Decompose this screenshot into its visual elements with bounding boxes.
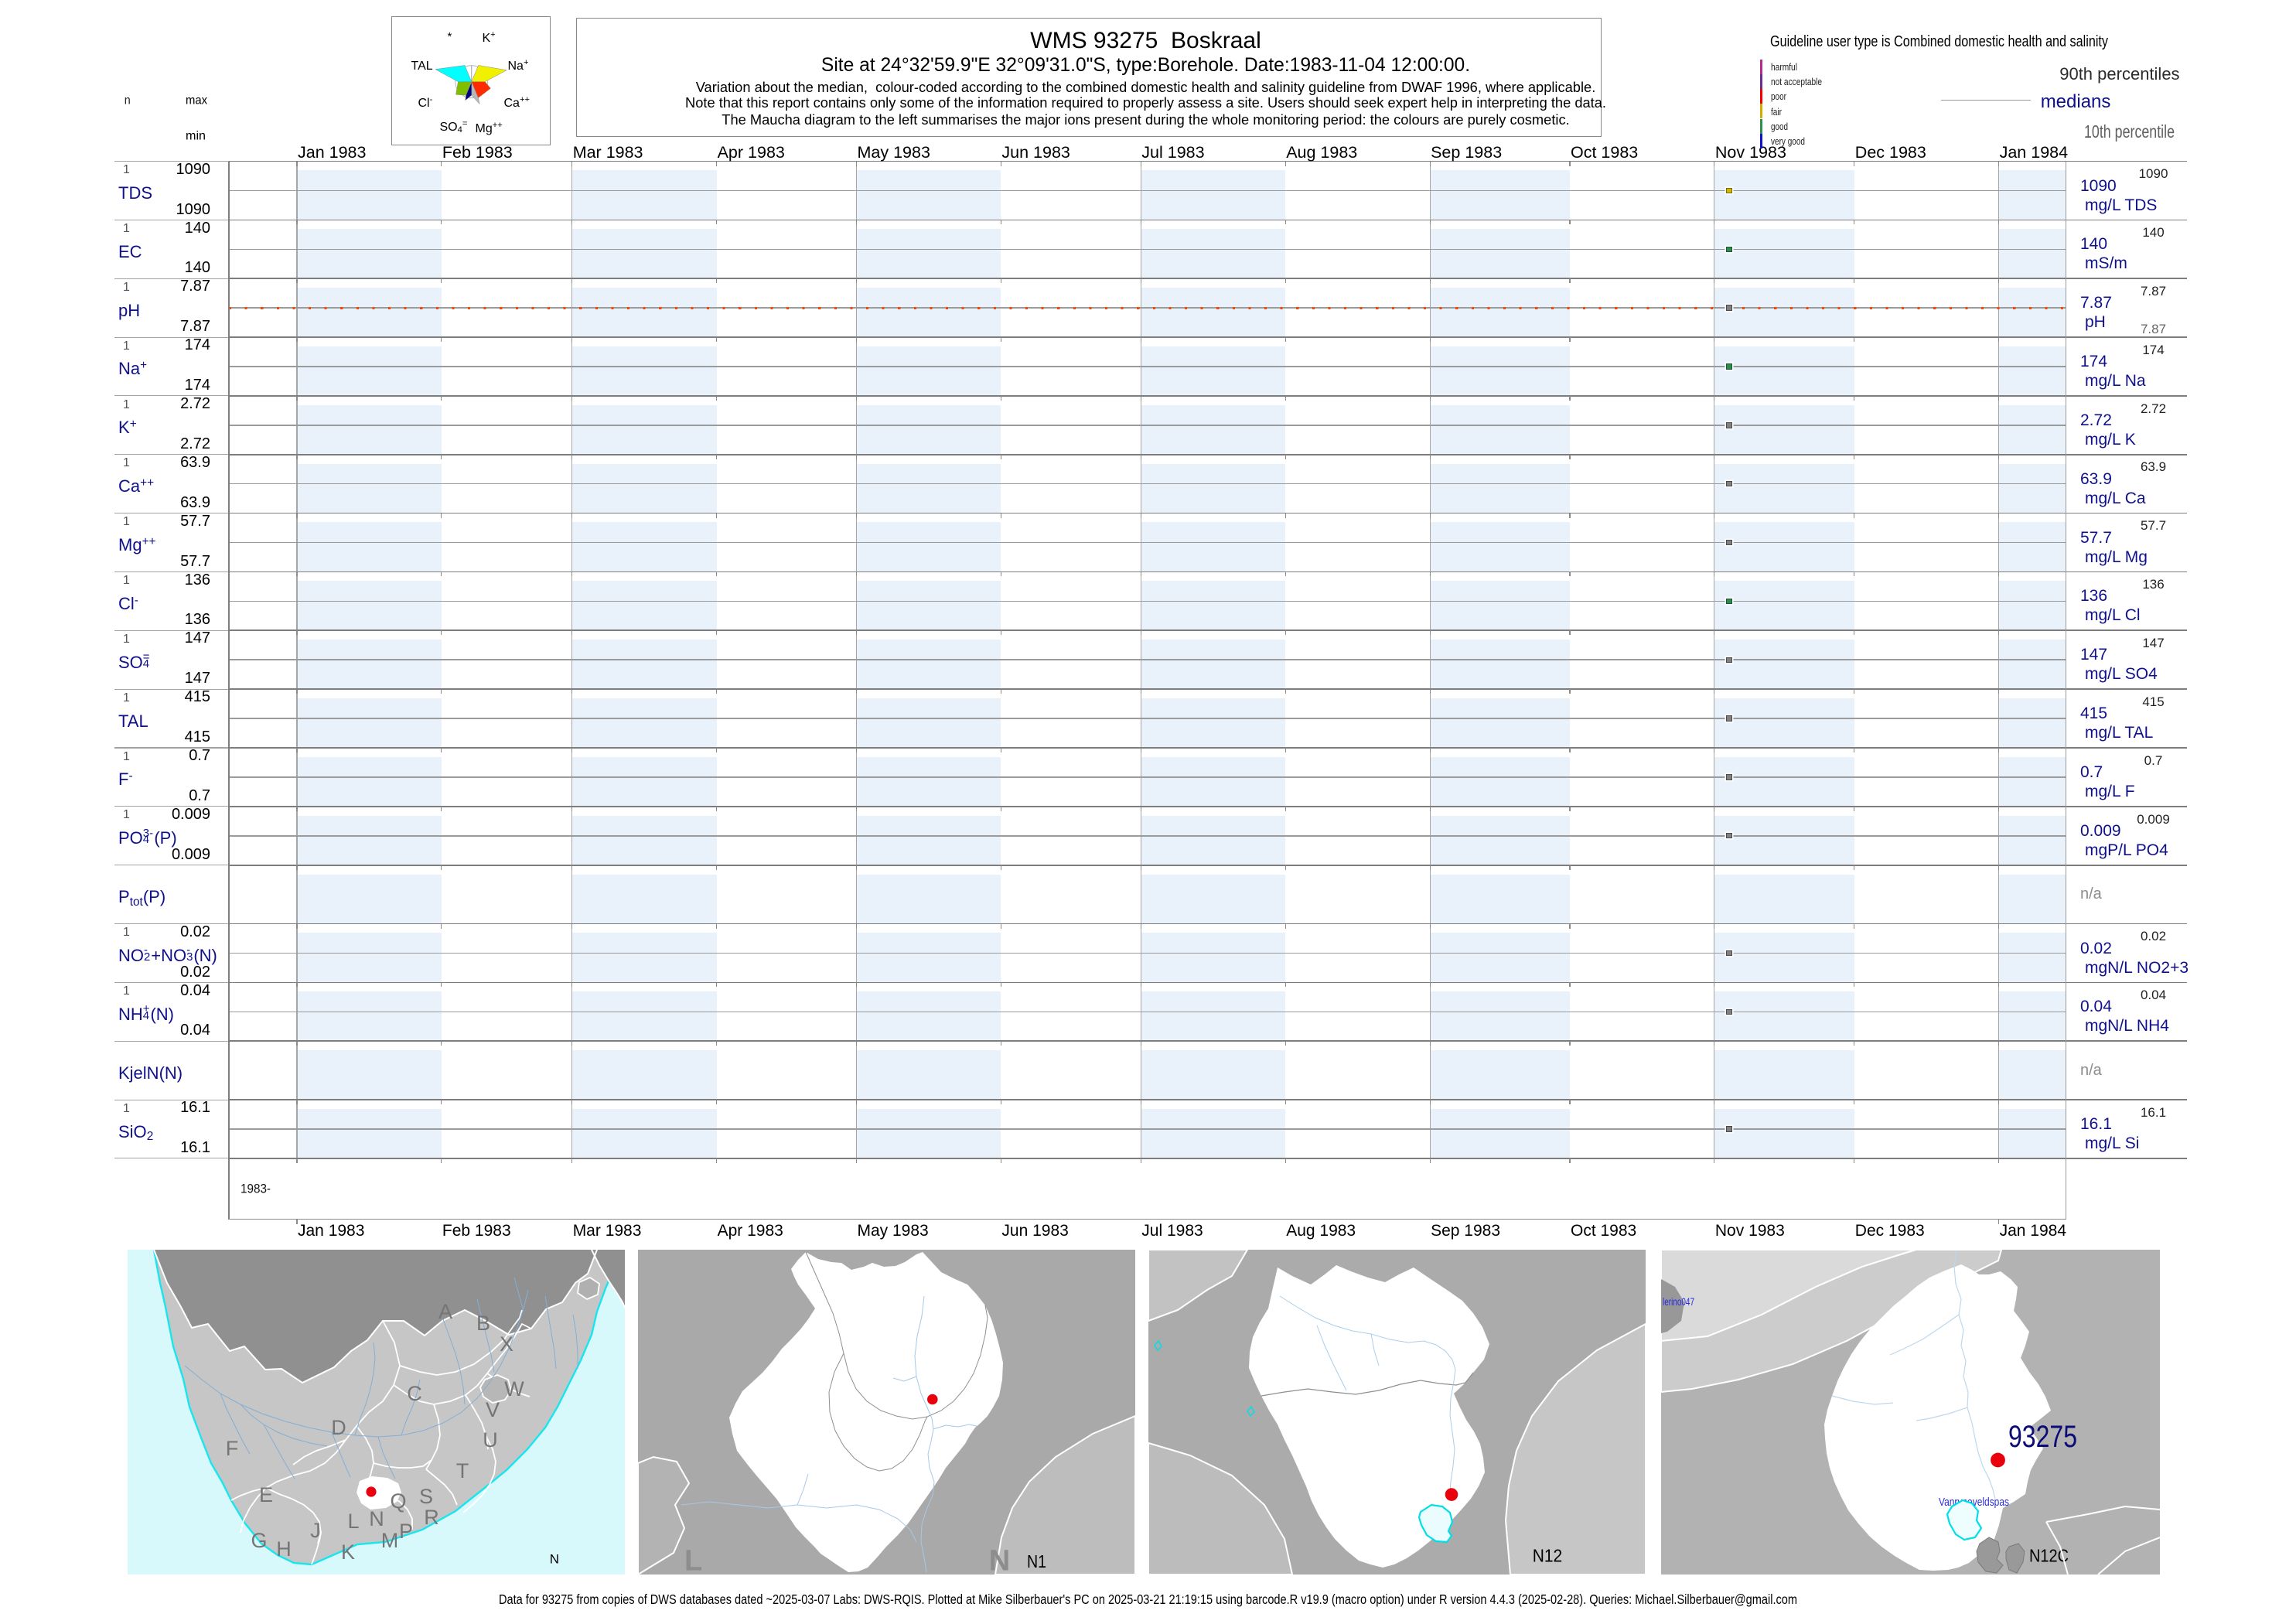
svg-text:K: K xyxy=(341,1540,355,1564)
svg-text:N: N xyxy=(989,1544,1010,1575)
svg-text:D: D xyxy=(331,1416,346,1439)
svg-text:N12: N12 xyxy=(1533,1545,1563,1565)
svg-text:X: X xyxy=(500,1332,513,1356)
svg-text:L: L xyxy=(684,1544,702,1575)
svg-text:good: good xyxy=(1771,121,1788,132)
svg-text:P: P xyxy=(399,1520,413,1543)
svg-text:93275: 93275 xyxy=(2008,1420,2077,1454)
svg-text:A: A xyxy=(438,1300,452,1323)
svg-text:10th percentile: 10th percentile xyxy=(2084,121,2175,142)
svg-text:N: N xyxy=(369,1507,384,1530)
svg-text:B: B xyxy=(476,1312,490,1335)
svg-text:H: H xyxy=(276,1537,292,1561)
svg-text:J: J xyxy=(310,1519,321,1542)
svg-text:E: E xyxy=(259,1483,273,1506)
svg-text:harmful: harmful xyxy=(1771,62,1797,73)
svg-text:1983-: 1983- xyxy=(241,1182,271,1196)
svg-text:S: S xyxy=(419,1485,433,1508)
svg-text:N1: N1 xyxy=(1027,1551,1046,1571)
svg-text:Data for 93275 from copies of: Data for 93275 from copies of DWS databa… xyxy=(499,1592,1797,1607)
svg-text:C: C xyxy=(407,1382,422,1405)
svg-text:Q: Q xyxy=(390,1489,406,1513)
svg-text:max: max xyxy=(186,94,207,107)
svg-text:L: L xyxy=(347,1510,359,1533)
svg-text:fair: fair xyxy=(1771,107,1782,118)
svg-text:N: N xyxy=(550,1551,559,1566)
svg-text:U: U xyxy=(483,1428,498,1452)
svg-text:W: W xyxy=(504,1377,524,1401)
svg-text:not acceptable: not acceptable xyxy=(1771,77,1822,87)
svg-text:n: n xyxy=(125,94,131,107)
svg-text:Guideline user type is Combine: Guideline user type is Combined domestic… xyxy=(1770,32,2109,49)
svg-text:poor: poor xyxy=(1771,91,1786,102)
svg-text:M: M xyxy=(381,1529,399,1552)
svg-text:V: V xyxy=(486,1398,500,1421)
svg-text:F: F xyxy=(226,1437,239,1460)
svg-text:G: G xyxy=(251,1529,267,1552)
svg-text:very good: very good xyxy=(1771,136,1805,147)
svg-text:T: T xyxy=(456,1459,469,1482)
svg-text:R: R xyxy=(424,1506,439,1529)
svg-text:lerino047: lerino047 xyxy=(1663,1295,1694,1308)
svg-text:min: min xyxy=(186,129,206,142)
